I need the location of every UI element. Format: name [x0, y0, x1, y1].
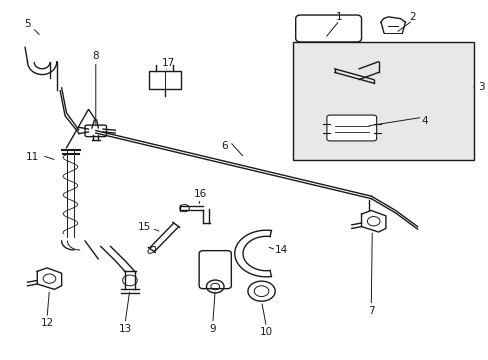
- Text: 4: 4: [421, 116, 427, 126]
- Text: 9: 9: [209, 324, 216, 334]
- Text: 13: 13: [118, 324, 131, 334]
- Text: 7: 7: [367, 306, 374, 316]
- Ellipse shape: [148, 247, 156, 253]
- Text: 17: 17: [162, 58, 175, 68]
- Text: 12: 12: [41, 319, 54, 328]
- Text: 6: 6: [221, 141, 228, 151]
- Text: 3: 3: [477, 82, 483, 92]
- FancyBboxPatch shape: [199, 251, 231, 289]
- Text: 16: 16: [194, 189, 207, 199]
- Text: 11: 11: [26, 152, 39, 162]
- Bar: [149, 71, 181, 89]
- Text: 15: 15: [138, 222, 151, 231]
- Text: 5: 5: [24, 19, 31, 29]
- Text: 14: 14: [274, 245, 287, 255]
- Bar: [293, 42, 473, 160]
- Text: 8: 8: [92, 51, 99, 61]
- Text: 2: 2: [408, 12, 415, 22]
- Text: 10: 10: [259, 327, 272, 337]
- Text: 1: 1: [336, 12, 342, 22]
- FancyBboxPatch shape: [85, 125, 106, 136]
- FancyBboxPatch shape: [295, 15, 361, 42]
- FancyBboxPatch shape: [326, 115, 376, 141]
